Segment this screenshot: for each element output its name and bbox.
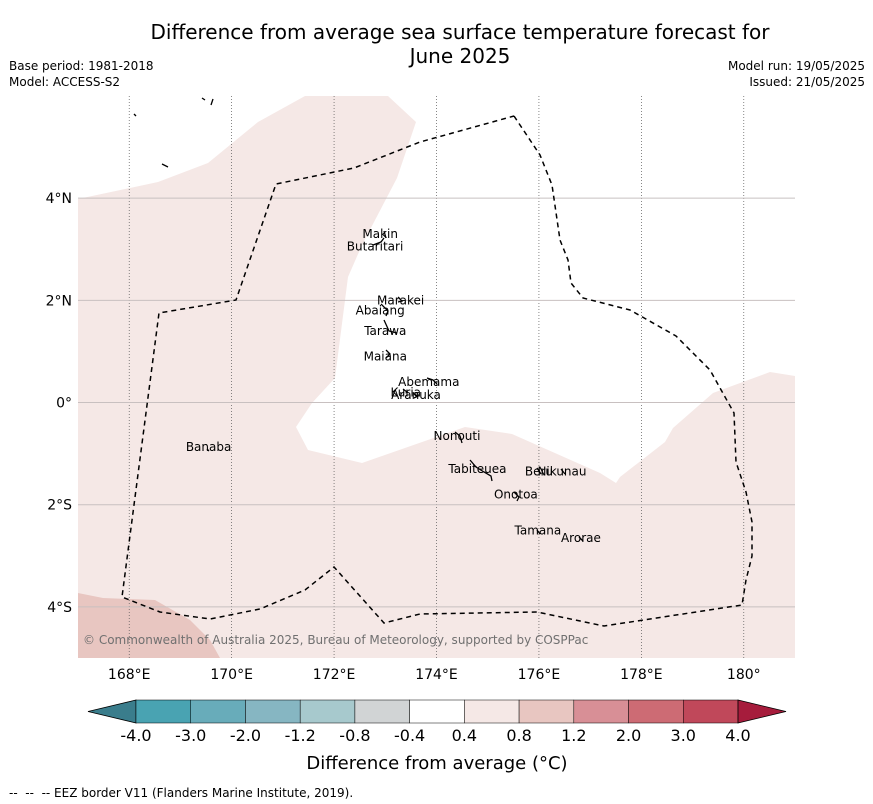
colorbar-swatch-8 [518,699,575,724]
colorbar-tick-label-7: 0.8 [506,726,531,745]
meta-right: Model run: 19/05/2025 Issued: 21/05/2025 [728,58,865,90]
place-label: Kuria [391,385,422,399]
place-label: Nonouti [434,429,481,443]
colorbar-tick-label-1: -3.0 [175,726,206,745]
atoll-nikunau [560,468,566,475]
copyright-notice: © Commonwealth of Australia 2025, Bureau… [83,633,588,647]
atoll-marakei [397,296,404,303]
near-average-area [78,96,795,483]
colorbar-swatch-10 [628,699,684,724]
place-label: Abemama [398,375,459,389]
colorbar: -4.0 -3.0 -2.0 -1.2 -0.8 -0.4 0.4 0.8 1.2 2.0 3.0 4… [87,699,787,745]
place-label: Makin [362,227,398,241]
map-title-line1: Difference from average sea surface temp… [150,20,770,44]
lat-tick-label-3: 2°S [47,498,72,514]
meta-left: Base period: 1981-2018 Model: ACCESS-S2 [9,58,154,90]
place-label: Maiana [364,350,407,364]
model-run: Model run: 19/05/2025 [727,59,865,73]
lon-tick-label-6: 180° [727,667,761,683]
lon-tick-label-1: 170°E [210,667,253,683]
colorbar-swatch-11 [683,699,739,724]
strong-warm-anomaly-area [78,593,220,658]
colorbar-tick-label-10: 3.0 [671,726,696,745]
atoll-tarawa [383,319,398,334]
colorbar-tick-label-5: -0.4 [394,726,425,745]
colorbar-swatch-5 [354,699,410,724]
atoll-banaba [206,448,210,452]
atoll-maiana [385,349,391,359]
colorbar-extend-low [87,699,137,724]
colorbar-swatch-4 [299,699,356,724]
map-title-line2: June 2025 [409,44,511,68]
colorbar-tick-label-0: -4.0 [120,726,151,745]
colorbar-swatch-7 [464,699,520,724]
colorbar-tick-label-6: 0.4 [452,726,477,745]
lat-tick-label-2: 0° [56,396,72,412]
atoll-tamana [536,529,541,535]
colorbar-swatch-3 [245,699,301,724]
axis-tick-labels: 168°E 170°E 172°E 174°E 176°E 178°E 180° 4°N 2°N… [46,191,761,683]
lat-tick-label-1: 2°N [46,293,72,309]
colorbar-swatch-2 [190,699,246,724]
atoll-onotoa [513,491,520,502]
lon-tick-label-5: 178°E [620,667,663,683]
colorbar-tick-label-4: -0.8 [339,726,370,745]
eez-border-central [121,115,753,627]
lon-tick-label-3: 174°E [415,667,458,683]
eez-legend: -- -- -- EEZ border V11 (Flanders Marine… [9,786,354,800]
atoll-butaritari [372,237,385,246]
colorbar-swatch-6 [409,699,465,724]
place-label: Tabiteuea [447,462,506,476]
place-label: Abaiang [356,304,405,318]
atoll-tabiteuea [469,459,493,482]
atoll-makin [383,230,387,239]
gridlines [78,96,795,658]
colorbar-swatch-9 [573,699,629,724]
place-label: Arorae [561,531,601,545]
lon-tick-label-0: 168°E [108,667,151,683]
atoll-kuria [402,388,408,393]
island-north-1 [201,97,206,101]
atoll-nonouti [454,431,463,444]
base-period: Base period: 1981-2018 [9,59,154,73]
colorbar-tick-label-3: -1.2 [285,726,316,745]
colorbar-extend-high [737,699,787,724]
colorbar-tick-label-8: 1.2 [561,726,586,745]
island-north-2 [210,98,214,106]
colorbar-tick-label-9: 2.0 [616,726,641,745]
lon-tick-label-4: 176°E [518,667,561,683]
atoll-abaiang [380,303,389,317]
lon-tick-label-2: 172°E [313,667,356,683]
atoll-arorae [578,536,584,542]
issued-date: Issued: 21/05/2025 [749,75,865,89]
atoll-beru [536,467,542,475]
eez-border [121,115,753,627]
atoll-abemama [426,377,438,385]
atoll-outlines [133,97,584,542]
lat-tick-label-4: 4°S [47,600,72,616]
atoll-aranuka [413,393,420,399]
place-labels: MakinButaritariMarakeiAbaiangTarawaMaian… [186,227,601,545]
colorbar-tick-label-11: 4.0 [725,726,750,745]
island-north-4 [161,163,169,168]
island-north-3 [133,113,137,117]
colorbar-swatch-1 [135,699,191,724]
map-panel: MakinButaritariMarakeiAbaiangTarawaMaian… [78,96,795,658]
colorbar-tick-label-2: -2.0 [230,726,261,745]
colorbar-title: Difference from average (°C) [306,753,567,774]
place-label: Nikunau [537,465,586,479]
model-name: Model: ACCESS-S2 [9,75,121,89]
map-title: Difference from average sea surface temp… [120,20,800,68]
place-label: Butaritari [347,240,404,254]
place-label: Banaba [186,440,232,454]
place-label: Tarawa [363,324,406,338]
lat-tick-label-0: 4°N [46,191,72,207]
